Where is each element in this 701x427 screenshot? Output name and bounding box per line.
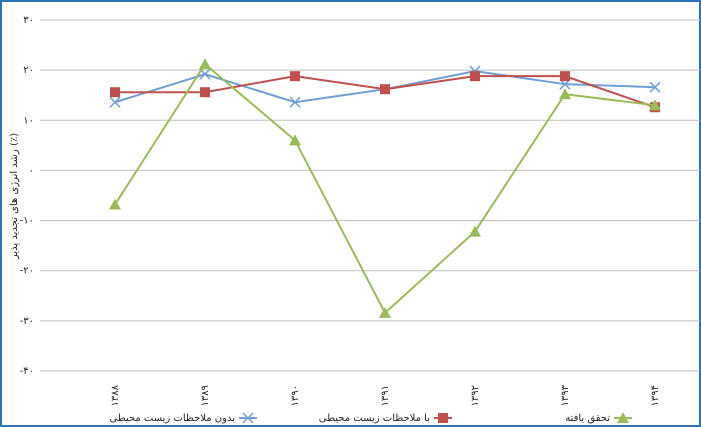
data-point: [289, 134, 301, 146]
data-point: [649, 81, 661, 93]
data-point: [290, 71, 300, 82]
y-tick-label: ۰: [29, 165, 34, 176]
data-point: [109, 198, 121, 210]
y-tick-label: ۲۰: [23, 65, 34, 76]
x-tick-label: ۱۳۹۲: [470, 385, 481, 406]
data-point: [110, 87, 120, 98]
y-axis-label: رشد انرژی های تجدید پذیر (٪): [9, 133, 20, 260]
legend-marker: [438, 413, 448, 423]
legend-label: با ملاحظات زیست محیطی: [319, 413, 430, 424]
y-tick-label: -۳۰: [20, 316, 34, 327]
y-tick-label: -۲۰: [20, 266, 34, 277]
data-point: [649, 99, 661, 111]
data-point: [289, 96, 301, 108]
x-tick-label: ۱۳۹۱: [380, 385, 391, 406]
y-tick-label: -۱۰: [20, 216, 34, 227]
data-point: [560, 71, 570, 82]
data-point: [379, 306, 391, 318]
data-point: [469, 225, 481, 237]
x-tick-label: ۱۳۹۳: [560, 384, 571, 406]
data-point: [470, 71, 480, 82]
legend-marker: [617, 412, 629, 423]
data-point: [199, 58, 211, 70]
data-point: [200, 87, 210, 98]
y-tick-label: ۱۰: [23, 115, 34, 126]
legend-marker: [242, 412, 254, 424]
y-tick-label: -۴۰: [20, 366, 34, 377]
data-point: [380, 84, 390, 95]
data-point: [109, 96, 121, 108]
x-tick-label: ۱۳۹۰: [290, 385, 301, 406]
x-tick-label: ۱۳۸۸: [110, 384, 121, 406]
x-tick-label: ۱۳۹۴: [650, 385, 661, 406]
data-point: [559, 88, 571, 100]
legend-label: تحقق یافته: [565, 413, 610, 424]
y-tick-label: ۳۰: [23, 15, 34, 26]
x-tick-label: ۱۳۸۹: [200, 385, 211, 406]
legend-label: بدون ملاحظات زیست محیطی: [109, 413, 235, 424]
